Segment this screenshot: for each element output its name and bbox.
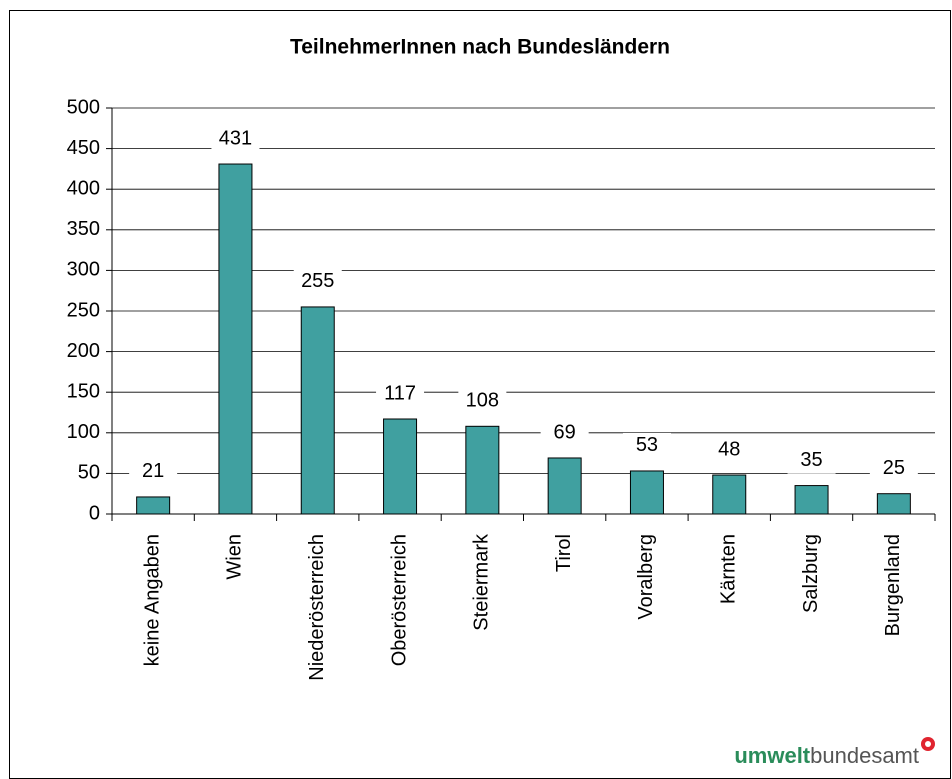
- value-label: 69: [554, 421, 576, 443]
- y-tick-label: 350: [67, 218, 100, 240]
- bar: [629, 470, 664, 515]
- value-label-bg: [211, 126, 260, 153]
- logo-icon-hole: [925, 741, 931, 747]
- y-tick-label: 100: [67, 421, 100, 443]
- value-label: 431: [219, 127, 252, 149]
- x-tick-label: Tirol: [553, 534, 575, 572]
- x-tick-label: Kärnten: [718, 534, 740, 604]
- value-label: 53: [636, 434, 658, 456]
- bar: [465, 425, 500, 515]
- x-tick-label: Voralberg: [635, 534, 657, 620]
- x-tick-label: Oberösterreich: [388, 534, 410, 666]
- value-label-bg: [869, 455, 918, 482]
- value-label-bg: [458, 388, 507, 415]
- logo-rest: bundesamt: [810, 743, 919, 768]
- value-label-bg: [376, 380, 425, 407]
- y-tick-label: 450: [67, 137, 100, 159]
- x-tick-label: Salzburg: [800, 534, 822, 613]
- y-tick-label: 250: [67, 299, 100, 321]
- bar: [712, 474, 747, 515]
- x-tick-label: Burgenland: [882, 534, 904, 636]
- value-label-bg: [129, 458, 178, 485]
- chart-title: TeilnehmerInnen nach Bundesländern: [290, 36, 670, 59]
- logo: umweltbundesamt: [734, 743, 919, 768]
- bar: [794, 485, 829, 515]
- x-tick-label: keine Angaben: [141, 534, 163, 666]
- y-tick-label: 150: [67, 380, 100, 402]
- bar: [300, 306, 335, 515]
- y-tick-label: 0: [89, 502, 100, 524]
- x-tick-label: Niederösterreich: [306, 534, 328, 681]
- value-label-bg: [540, 419, 589, 446]
- bar: [547, 457, 582, 515]
- value-label: 21: [142, 460, 164, 482]
- value-label: 117: [384, 382, 416, 404]
- value-label: 48: [718, 438, 740, 460]
- x-tick-label: Wien: [224, 534, 246, 580]
- y-tick-label: 500: [67, 96, 100, 118]
- y-tick-label: 300: [67, 259, 100, 281]
- logo-bold: umwelt: [734, 743, 810, 768]
- value-label-bg: [787, 447, 836, 474]
- bar: [383, 418, 418, 515]
- value-label: 108: [466, 390, 499, 412]
- y-tick-label: 200: [67, 340, 100, 362]
- bar: [218, 163, 253, 515]
- value-label-bg: [622, 432, 671, 459]
- value-label-bg: [293, 268, 342, 295]
- bar: [136, 496, 171, 515]
- value-label: 255: [301, 270, 334, 292]
- x-tick-label: Steiermark: [471, 533, 493, 631]
- bar: [876, 493, 911, 515]
- value-label: 25: [883, 457, 905, 479]
- y-tick-label: 50: [78, 462, 100, 484]
- value-label-bg: [705, 437, 754, 464]
- value-label: 35: [800, 449, 822, 471]
- y-tick-label: 400: [67, 177, 100, 199]
